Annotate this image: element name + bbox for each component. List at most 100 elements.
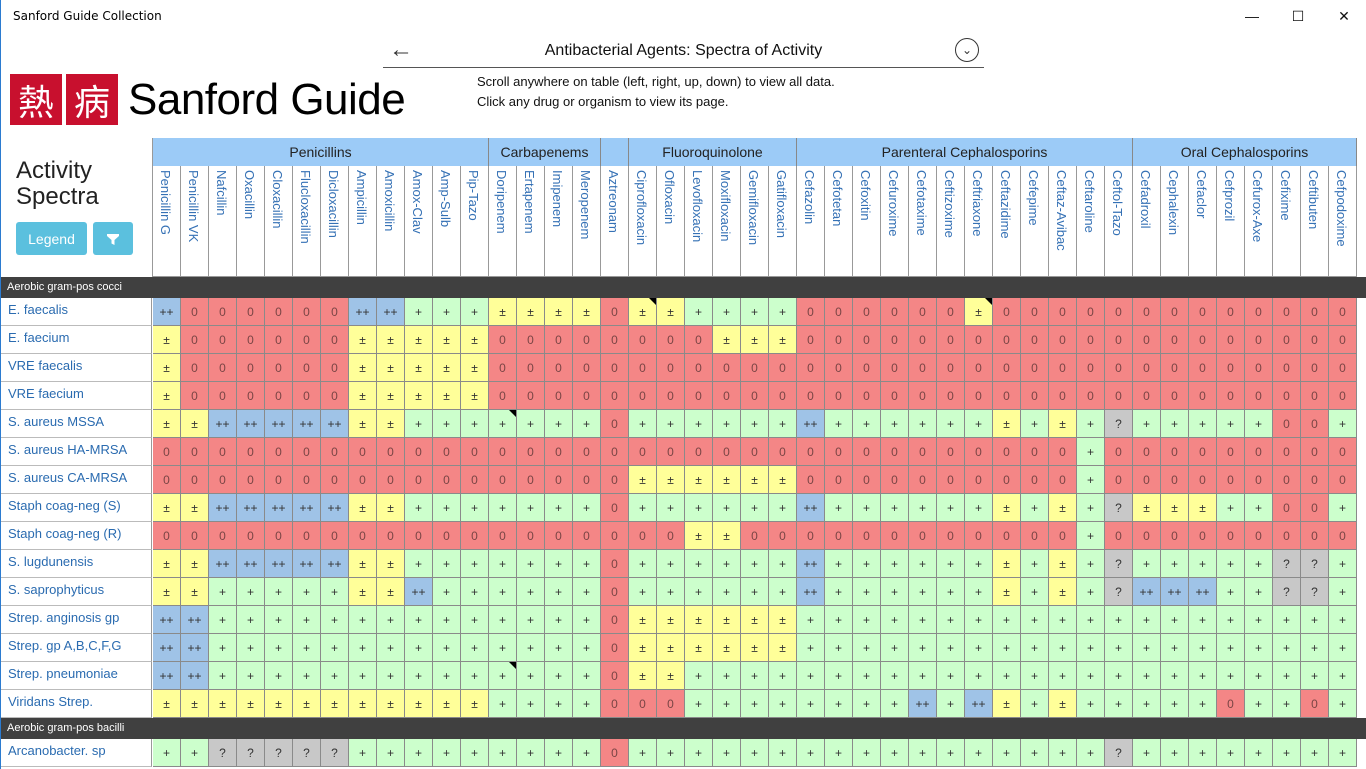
activity-cell[interactable]: 0 (545, 466, 573, 494)
activity-cell[interactable]: ± (433, 326, 461, 354)
activity-cell[interactable]: 0 (993, 466, 1021, 494)
activity-cell[interactable]: ++ (1133, 578, 1161, 606)
activity-cell[interactable]: ± (489, 298, 517, 326)
activity-cell[interactable]: 0 (237, 382, 265, 410)
activity-cell[interactable]: ± (741, 326, 769, 354)
activity-cell[interactable]: ? (1105, 578, 1133, 606)
activity-cell[interactable]: 0 (1077, 354, 1105, 382)
activity-cell[interactable]: + (349, 739, 377, 767)
activity-cell[interactable]: ± (461, 326, 489, 354)
activity-cell[interactable]: + (1105, 690, 1133, 718)
activity-cell[interactable]: 0 (209, 466, 237, 494)
activity-cell[interactable]: + (237, 634, 265, 662)
activity-cell[interactable]: ± (377, 410, 405, 438)
organism-link[interactable]: S. saprophyticus (1, 578, 152, 606)
activity-cell[interactable]: + (573, 578, 601, 606)
activity-cell[interactable]: 0 (1329, 382, 1357, 410)
activity-cell[interactable]: 0 (1301, 522, 1329, 550)
activity-cell[interactable]: 0 (601, 578, 629, 606)
activity-cell[interactable]: 0 (1273, 522, 1301, 550)
activity-cell[interactable]: 0 (657, 382, 685, 410)
activity-cell[interactable]: + (1189, 606, 1217, 634)
activity-cell[interactable]: + (881, 606, 909, 634)
activity-cell[interactable]: 0 (1105, 382, 1133, 410)
column-header-ceftol-tazo[interactable]: Ceftol-Tazo (1105, 166, 1133, 277)
column-header-cefazolin[interactable]: Cefazolin (797, 166, 825, 277)
column-header-levofloxacin[interactable]: Levofloxacin (685, 166, 713, 277)
activity-cell[interactable]: ++ (405, 578, 433, 606)
activity-cell[interactable]: + (573, 690, 601, 718)
activity-cell[interactable]: ± (181, 410, 209, 438)
activity-cell[interactable]: 0 (741, 354, 769, 382)
activity-cell[interactable]: + (573, 550, 601, 578)
column-header-cefpodoxime[interactable]: Cefpodoxime (1329, 166, 1357, 277)
activity-cell[interactable]: 0 (321, 382, 349, 410)
activity-cell[interactable]: ± (657, 606, 685, 634)
column-header-gatifloxacin[interactable]: Gatifloxacin (769, 166, 797, 277)
activity-cell[interactable]: + (1133, 690, 1161, 718)
column-header-amp-sulb[interactable]: Amp-Sulb (433, 166, 461, 277)
activity-cell[interactable]: ++ (1161, 578, 1189, 606)
activity-cell[interactable]: 0 (545, 354, 573, 382)
column-header-cefadroxil[interactable]: Cefadroxil (1133, 166, 1161, 277)
activity-cell[interactable]: + (1245, 662, 1273, 690)
activity-cell[interactable]: 0 (1021, 466, 1049, 494)
activity-cell[interactable]: 0 (181, 298, 209, 326)
activity-cell[interactable]: 0 (1217, 326, 1245, 354)
activity-cell[interactable]: 0 (1217, 298, 1245, 326)
activity-cell[interactable]: 0 (1049, 298, 1077, 326)
activity-cell[interactable]: 0 (1161, 438, 1189, 466)
activity-cell[interactable]: ++ (293, 550, 321, 578)
activity-cell[interactable]: + (937, 578, 965, 606)
activity-cell[interactable]: ± (629, 662, 657, 690)
activity-cell[interactable]: 0 (965, 466, 993, 494)
drug-name[interactable]: Ceftibuten (1306, 170, 1321, 230)
activity-cell[interactable]: 0 (209, 438, 237, 466)
activity-cell[interactable]: ± (153, 382, 181, 410)
activity-cell[interactable]: 0 (545, 438, 573, 466)
activity-cell[interactable]: 0 (1105, 298, 1133, 326)
activity-cell[interactable]: + (1161, 662, 1189, 690)
activity-cell[interactable]: + (209, 662, 237, 690)
column-header-cloxacillin[interactable]: Cloxacillin (265, 166, 293, 277)
activity-cell[interactable]: + (909, 550, 937, 578)
activity-cell[interactable]: ± (629, 298, 657, 326)
activity-cell[interactable]: + (377, 739, 405, 767)
activity-cell[interactable]: + (293, 606, 321, 634)
drug-name[interactable]: Cefotetan (830, 170, 845, 227)
activity-cell[interactable]: 0 (1273, 298, 1301, 326)
drug-name[interactable]: Ceftaroline (1082, 170, 1097, 233)
activity-cell[interactable]: ± (993, 690, 1021, 718)
activity-cell[interactable]: 0 (741, 382, 769, 410)
column-header-cefixime[interactable]: Cefixime (1273, 166, 1301, 277)
activity-cell[interactable]: ++ (181, 662, 209, 690)
organism-link[interactable]: S. lugdunensis (1, 550, 152, 578)
activity-cell[interactable]: + (461, 739, 489, 767)
activity-cell[interactable]: + (1189, 739, 1217, 767)
activity-cell[interactable]: 0 (657, 354, 685, 382)
activity-cell[interactable]: 0 (293, 438, 321, 466)
activity-cell[interactable]: + (853, 606, 881, 634)
activity-cell[interactable]: + (265, 634, 293, 662)
activity-cell[interactable]: + (1161, 690, 1189, 718)
activity-cell[interactable]: 0 (937, 438, 965, 466)
activity-cell[interactable]: + (1273, 634, 1301, 662)
activity-cell[interactable]: ± (685, 466, 713, 494)
activity-cell[interactable]: 0 (1245, 522, 1273, 550)
activity-cell[interactable]: 0 (1273, 326, 1301, 354)
activity-cell[interactable]: + (1021, 662, 1049, 690)
activity-cell[interactable]: 0 (1021, 298, 1049, 326)
activity-cell[interactable]: + (433, 739, 461, 767)
activity-cell[interactable]: 0 (909, 382, 937, 410)
activity-cell[interactable]: ? (1301, 550, 1329, 578)
activity-cell[interactable]: ++ (321, 494, 349, 522)
activity-cell[interactable]: 0 (881, 438, 909, 466)
activity-cell[interactable]: + (1133, 606, 1161, 634)
activity-cell[interactable]: + (1245, 606, 1273, 634)
activity-cell[interactable]: ± (1189, 494, 1217, 522)
activity-cell[interactable]: + (461, 662, 489, 690)
activity-cell[interactable]: + (1077, 438, 1105, 466)
activity-cell[interactable]: + (965, 410, 993, 438)
organism-link[interactable]: S. aureus CA-MRSA (1, 466, 152, 494)
drug-name[interactable]: Moxifloxacin (718, 170, 733, 242)
